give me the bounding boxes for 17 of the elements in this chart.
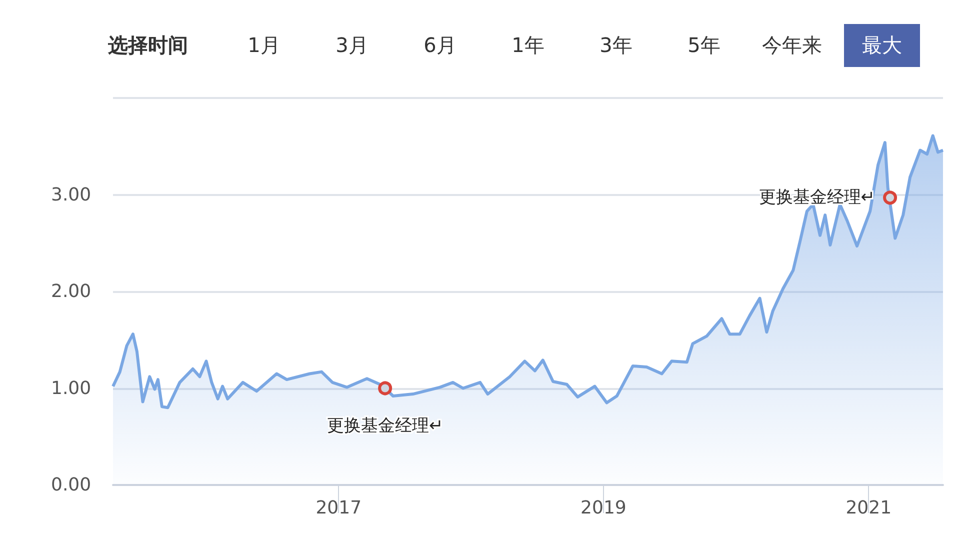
text: 6月 [422, 32, 458, 58]
y-tick-label: 0.00 [51, 474, 92, 496]
text: 5年 [686, 32, 722, 58]
y-tick-label: 3.00 [51, 184, 92, 206]
x-tick-label: 2017 [316, 498, 362, 518]
annotation: 更换基金经理↵ [326, 416, 444, 436]
y-tick-label: 2.00 [51, 281, 92, 302]
y-tick-label: 1.00 [51, 378, 92, 399]
text: 今年来 [761, 32, 823, 58]
text: 1年 [510, 32, 546, 58]
text: 3月 [334, 32, 370, 58]
text: 最大 [844, 24, 920, 66]
x-tick-label: 2021 [846, 498, 892, 518]
text: 3年 [598, 32, 634, 58]
text: 1月 [246, 32, 282, 58]
x-tick-label: 2019 [580, 498, 626, 518]
text: 选择时间 [108, 32, 189, 58]
